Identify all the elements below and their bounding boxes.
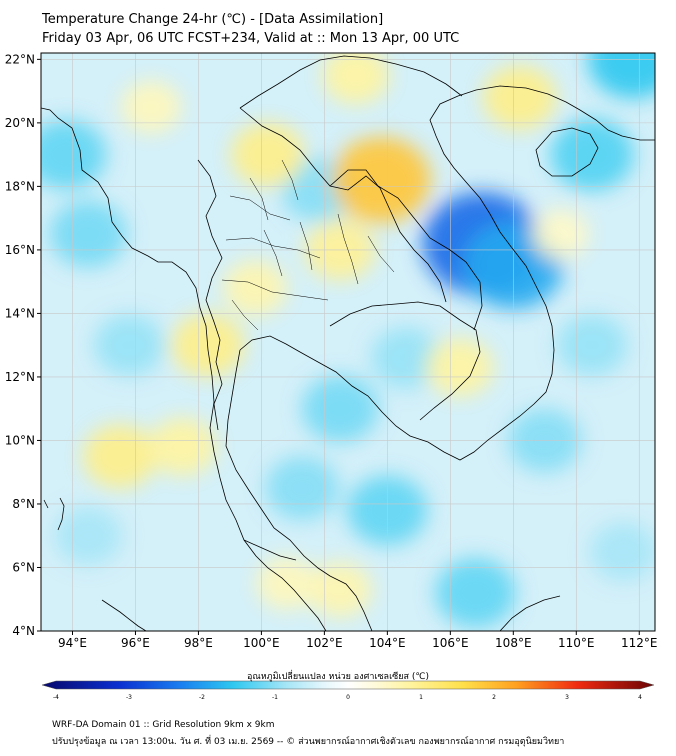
field-anomaly-3 bbox=[588, 53, 655, 99]
field-anomaly-4 bbox=[41, 119, 107, 190]
nicobar-islands bbox=[43, 499, 49, 509]
colorbar: -4 -3 -2 -1 0 1 2 3 4 bbox=[41, 680, 655, 701]
gridlines bbox=[41, 53, 655, 631]
field-anomaly-24 bbox=[322, 53, 390, 105]
lat-tick-label-4: 12°N bbox=[5, 370, 35, 384]
field-anomaly-25 bbox=[426, 338, 494, 397]
lon-tick-label-9: 112°E bbox=[621, 636, 658, 650]
lat-tick-label-8: 20°N bbox=[5, 116, 35, 130]
colorbar-tick-label-2: -2 bbox=[199, 694, 205, 701]
colorbar-tick-label-0: -4 bbox=[53, 694, 59, 701]
colorbar-ticks: -4 -3 -2 -1 0 1 2 3 4 bbox=[53, 694, 642, 701]
map-plot-area bbox=[41, 53, 655, 631]
province-lines bbox=[221, 159, 395, 331]
field-anomaly-2 bbox=[550, 118, 634, 191]
lon-tick-label-1: 96°E bbox=[121, 636, 150, 650]
axis-ticks: 94°E 96°E 98°E 100°E 102°E 104°E 106°E 108°E 110… bbox=[5, 52, 658, 650]
field-anomaly-17 bbox=[331, 136, 431, 224]
field-anomaly-15 bbox=[589, 522, 655, 581]
field-anomaly-14 bbox=[556, 314, 628, 376]
field-anomaly-7 bbox=[301, 375, 379, 443]
colorbar-tick-label-7: 3 bbox=[565, 694, 569, 701]
field-anomaly-28 bbox=[223, 260, 288, 316]
boundary-thai-malay bbox=[243, 539, 297, 561]
lat-tick-label-9: 22°N bbox=[5, 52, 35, 66]
lon-tick-label-2: 98°E bbox=[184, 636, 213, 650]
colorbar-title: อุณหภูมิเปลี่ยนแปลง หน่วย องศาเซลเซียส (… bbox=[246, 672, 430, 682]
boundary-laos-west bbox=[239, 107, 447, 303]
lon-tick-label-6: 106°E bbox=[432, 636, 469, 650]
field-anomaly-16 bbox=[54, 506, 122, 565]
map-subtitle: Friday 03 Apr, 06 UTC FCST+234, Valid at… bbox=[42, 31, 460, 46]
field-anomaly-29 bbox=[120, 80, 182, 134]
lat-tick-label-7: 18°N bbox=[5, 179, 35, 193]
boundary-myanmar-thailand bbox=[197, 159, 223, 431]
andaman-islands bbox=[57, 497, 65, 531]
lat-tick-label-2: 8°N bbox=[12, 497, 35, 511]
lat-tick-label-3: 10°N bbox=[5, 433, 35, 447]
lat-tick-label-6: 16°N bbox=[5, 243, 35, 257]
lat-tick-label-5: 14°N bbox=[5, 306, 35, 320]
colorbar-tick-label-8: 4 bbox=[638, 694, 642, 701]
coastline-sumatra bbox=[101, 599, 147, 631]
lat-tick-label-1: 6°N bbox=[12, 560, 35, 574]
colorbar-tick-label-1: -3 bbox=[126, 694, 132, 701]
coastline-andaman bbox=[41, 107, 327, 631]
lon-tick-label-0: 94°E bbox=[58, 636, 87, 650]
lon-tick-label-4: 102°E bbox=[306, 636, 343, 650]
country-boundaries bbox=[41, 55, 655, 631]
colorbar-tick-label-5: 1 bbox=[419, 694, 423, 701]
map-frame bbox=[40, 52, 656, 632]
lon-tick-label-3: 100°E bbox=[243, 636, 280, 650]
map-title: Temperature Change 24-hr (℃) - [Data Ass… bbox=[42, 12, 384, 27]
lat-tick-label-0: 4°N bbox=[12, 624, 35, 638]
coastline-gulf-head bbox=[239, 85, 655, 461]
field-anomaly-21 bbox=[82, 424, 157, 489]
field-anomaly-30 bbox=[531, 209, 590, 260]
field-anomaly-5 bbox=[49, 200, 127, 268]
boundary-laos-vietnam bbox=[329, 169, 483, 331]
colorbar-gradient bbox=[41, 680, 655, 690]
footer-line-1: WRF-DA Domain 01 :: Grid Resolution 9km … bbox=[52, 720, 275, 730]
field-anomaly-22 bbox=[149, 417, 217, 477]
field-anomaly-9 bbox=[265, 456, 340, 521]
lon-tick-label-7: 108°E bbox=[495, 636, 532, 650]
hainan-island bbox=[535, 127, 599, 177]
coastline-borneo bbox=[499, 595, 561, 631]
colorbar-tick-label-3: -1 bbox=[272, 694, 278, 701]
boundary-cambodia bbox=[329, 301, 481, 421]
colorbar-tick-label-4: 0 bbox=[346, 694, 350, 701]
lon-tick-label-5: 104°E bbox=[369, 636, 406, 650]
field-anomaly-12 bbox=[93, 314, 165, 376]
lon-tick-label-8: 110°E bbox=[558, 636, 595, 650]
field-anomaly-11 bbox=[435, 558, 516, 628]
field-anomaly-19 bbox=[230, 122, 305, 187]
field-anomaly-13 bbox=[371, 327, 442, 389]
coastline-gulf-west bbox=[225, 349, 373, 631]
boundary-china bbox=[239, 55, 463, 109]
colorbar-tick-label-6: 2 bbox=[492, 694, 496, 701]
field-anomaly-23 bbox=[482, 65, 557, 130]
footer-line-2: ปรับปรุงข้อมูล ณ เวลา 13:00น. วัน ศ. ที่… bbox=[52, 737, 565, 747]
